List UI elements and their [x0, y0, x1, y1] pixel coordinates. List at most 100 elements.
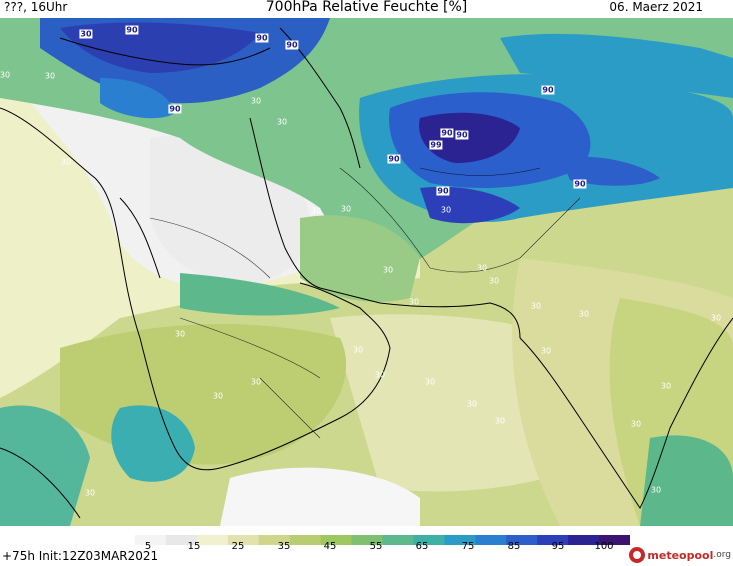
colorbar-segment — [537, 535, 569, 545]
contour-label-30: 30 — [84, 488, 96, 498]
contour-label-90: 90 — [440, 128, 454, 138]
colorbar-segment — [289, 535, 322, 545]
border-f — [419, 167, 541, 176]
colorbar-tick-label: 45 — [323, 541, 337, 552]
border-e — [519, 197, 581, 259]
contour-label-30: 30 — [352, 345, 364, 355]
contour-label-30: 30 — [310, 206, 322, 216]
logo-icon — [629, 547, 646, 563]
colorbar-tick-label: 95 — [551, 541, 565, 552]
humid-patch-pakistan — [420, 186, 520, 224]
colorbar-segment — [568, 535, 600, 545]
contour-label-99: 99 — [429, 140, 443, 150]
colorbar-segment — [475, 535, 507, 545]
contour-label-30: 30 — [60, 157, 72, 167]
contour-label-90: 90 — [387, 154, 401, 164]
colorbar-ticks: 5 15 25 35 45 55 65 75 85 95 100 — [104, 541, 630, 555]
contour-label-90: 90 — [573, 179, 587, 189]
contour-label-30: 30 — [212, 391, 224, 401]
contour-label-30: 30 — [630, 419, 642, 429]
colorbar-segment — [382, 535, 414, 545]
valid-time: ???, 16Uhr — [4, 0, 68, 14]
red-sea-coast — [119, 197, 161, 279]
colorbar-segment — [258, 535, 291, 545]
colorbar-segment — [351, 535, 383, 545]
persian-gulf-coast — [249, 117, 521, 339]
colorbar-tick-label: 85 — [507, 541, 521, 552]
colorbar-tick-label: 15 — [187, 541, 201, 552]
contour-label-90: 90 — [168, 104, 182, 114]
black-sea-coast — [59, 37, 271, 66]
contour-label-90: 90 — [455, 130, 469, 140]
colorbar-tick-label: 65 — [415, 541, 429, 552]
colorbar-tick-label: 35 — [277, 541, 291, 552]
map-title: 700hPa Relative Feuchte [%] — [265, 0, 468, 15]
humid-band-northeast — [500, 33, 733, 98]
border-b — [179, 317, 321, 379]
contour-label-30: 30 — [44, 71, 56, 81]
moist-patch-yemen — [111, 405, 195, 482]
moist-patch-iran — [300, 215, 420, 302]
colorbar-segment — [506, 535, 538, 545]
contour-label-30: 30 — [340, 204, 352, 214]
india-coast — [519, 317, 733, 509]
contour-label-30: 30 — [578, 309, 590, 319]
africa-coast — [0, 447, 81, 519]
humidity-colorbar — [104, 530, 631, 545]
meteopool-logo[interactable]: meteopool .org — [629, 545, 731, 565]
border-d — [429, 257, 521, 273]
contour-label-30: 30 — [250, 377, 262, 387]
contour-label-90: 90 — [285, 40, 299, 50]
contour-label-30: 30 — [382, 265, 394, 275]
contour-label-30: 30 — [650, 485, 662, 495]
moist-band-gulf — [180, 273, 340, 316]
colorbar-segment — [444, 535, 476, 545]
contour-label-90: 90 — [125, 25, 139, 35]
contour-label-30: 30 — [374, 370, 386, 380]
contour-label-30: 30 — [440, 205, 452, 215]
colorbar-tick-label: 25 — [231, 541, 245, 552]
border-c — [339, 167, 431, 269]
humid-core-turkey — [60, 22, 260, 74]
colorbar-tick-label: 5 — [144, 541, 152, 552]
contour-label-30: 30 — [660, 381, 672, 391]
contour-label-30: 30 — [466, 399, 478, 409]
contour-label-90: 90 — [541, 85, 555, 95]
border-g — [259, 377, 321, 439]
contour-label-30: 30 — [494, 416, 506, 426]
colorbar-segment — [134, 535, 167, 545]
contour-label-30: 30 — [488, 276, 500, 286]
contour-label-30: 30 — [424, 377, 436, 387]
humid-patch-aegean — [100, 78, 175, 119]
humid-core-afghanistan — [419, 112, 520, 163]
dry-zone-sea — [220, 467, 420, 526]
colorbar-graphic — [104, 535, 631, 545]
colorbar-segment — [104, 535, 136, 545]
humid-patch-himalaya — [560, 156, 660, 186]
colorbar-segment — [413, 535, 445, 545]
map-canvas — [0, 18, 733, 526]
contour-label-30: 30 — [476, 263, 488, 273]
contour-label-30: 30 — [408, 297, 420, 307]
contour-label-30: 30 — [276, 117, 288, 127]
contour-label-30: 30 — [540, 346, 552, 356]
moist-patch-africa — [0, 405, 90, 526]
contour-label-30: 30 — [0, 70, 11, 80]
contour-label-30: 30 — [250, 96, 262, 106]
colorbar-tick-label: 55 — [369, 541, 383, 552]
contour-label-90: 90 — [255, 33, 269, 43]
colorbar-tick-label: 100 — [594, 541, 614, 552]
colorbar-segment — [320, 535, 353, 545]
colorbar-segment — [196, 535, 229, 545]
border-a — [149, 217, 271, 279]
colorbar-segment — [227, 535, 260, 545]
contour-label-30: 30 — [530, 301, 542, 311]
header-bar: ???, 16Uhr 700hPa Relative Feuchte [%] 0… — [0, 0, 733, 18]
borders — [149, 167, 581, 439]
colorbar-segment — [599, 535, 631, 545]
colorbar-tick-label: 75 — [461, 541, 475, 552]
valid-date: 06. Maerz 2021 — [609, 0, 703, 14]
arabian-peninsula-coast — [0, 107, 391, 471]
moist-patch-east — [640, 435, 733, 526]
colorbar-segment — [165, 535, 198, 545]
